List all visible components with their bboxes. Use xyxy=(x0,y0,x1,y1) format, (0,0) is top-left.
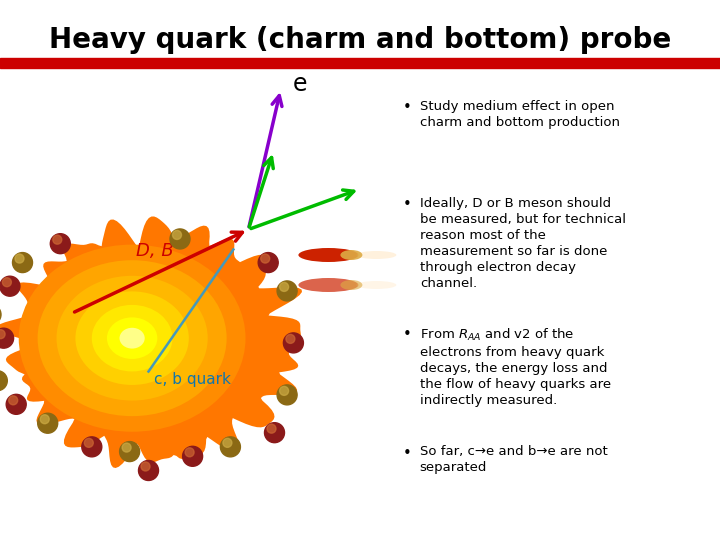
Circle shape xyxy=(279,387,289,395)
Ellipse shape xyxy=(76,292,189,385)
Text: c, b quark: c, b quark xyxy=(153,372,230,387)
Circle shape xyxy=(0,328,14,348)
Text: D, B: D, B xyxy=(136,242,174,260)
Text: From $R_{AA}$ and v2 of the
electrons from heavy quark
decays, the energy loss a: From $R_{AA}$ and v2 of the electrons fr… xyxy=(420,327,611,407)
Circle shape xyxy=(138,461,158,481)
Ellipse shape xyxy=(120,328,145,349)
Ellipse shape xyxy=(298,248,359,262)
Ellipse shape xyxy=(298,278,359,292)
Circle shape xyxy=(264,423,284,443)
Text: Ideally, D or B meson should
be measured, but for technical
reason most of the
m: Ideally, D or B meson should be measured… xyxy=(420,197,626,290)
Circle shape xyxy=(53,235,62,244)
Circle shape xyxy=(40,415,49,424)
Circle shape xyxy=(286,334,295,343)
Circle shape xyxy=(122,443,131,452)
Circle shape xyxy=(277,281,297,301)
Ellipse shape xyxy=(92,305,173,372)
Circle shape xyxy=(120,442,140,462)
Circle shape xyxy=(50,234,71,254)
Circle shape xyxy=(15,254,24,263)
Polygon shape xyxy=(0,217,302,468)
Ellipse shape xyxy=(356,281,397,289)
Ellipse shape xyxy=(37,260,227,416)
Text: •: • xyxy=(402,197,411,212)
Circle shape xyxy=(82,437,102,457)
Circle shape xyxy=(6,394,26,414)
Circle shape xyxy=(220,437,240,457)
Circle shape xyxy=(267,424,276,433)
Text: e: e xyxy=(293,72,307,96)
Circle shape xyxy=(12,253,32,273)
Bar xyxy=(0,58,720,68)
Text: •: • xyxy=(402,100,411,115)
Circle shape xyxy=(223,438,232,447)
Circle shape xyxy=(84,438,94,447)
Circle shape xyxy=(183,446,202,467)
Circle shape xyxy=(2,278,12,287)
Ellipse shape xyxy=(341,280,362,290)
Circle shape xyxy=(37,413,58,433)
Circle shape xyxy=(277,385,297,405)
Ellipse shape xyxy=(341,250,362,260)
Circle shape xyxy=(0,370,7,391)
Circle shape xyxy=(261,254,270,263)
Ellipse shape xyxy=(57,276,208,401)
Text: •: • xyxy=(402,327,411,342)
Text: •: • xyxy=(402,446,411,461)
Circle shape xyxy=(258,253,278,273)
Text: Study medium effect in open
charm and bottom production: Study medium effect in open charm and bo… xyxy=(420,100,620,129)
Circle shape xyxy=(185,448,194,457)
Ellipse shape xyxy=(107,318,157,359)
Circle shape xyxy=(141,462,150,471)
Ellipse shape xyxy=(19,245,246,432)
Text: Heavy quark (charm and bottom) probe: Heavy quark (charm and bottom) probe xyxy=(49,26,671,55)
Circle shape xyxy=(173,231,181,239)
Circle shape xyxy=(9,396,18,405)
Circle shape xyxy=(0,330,5,339)
Circle shape xyxy=(0,305,1,325)
Circle shape xyxy=(170,229,190,249)
Ellipse shape xyxy=(356,251,397,259)
Circle shape xyxy=(279,282,289,292)
Text: So far, c→e and b→e are not
separated: So far, c→e and b→e are not separated xyxy=(420,446,608,475)
Circle shape xyxy=(0,276,20,296)
Circle shape xyxy=(284,333,303,353)
